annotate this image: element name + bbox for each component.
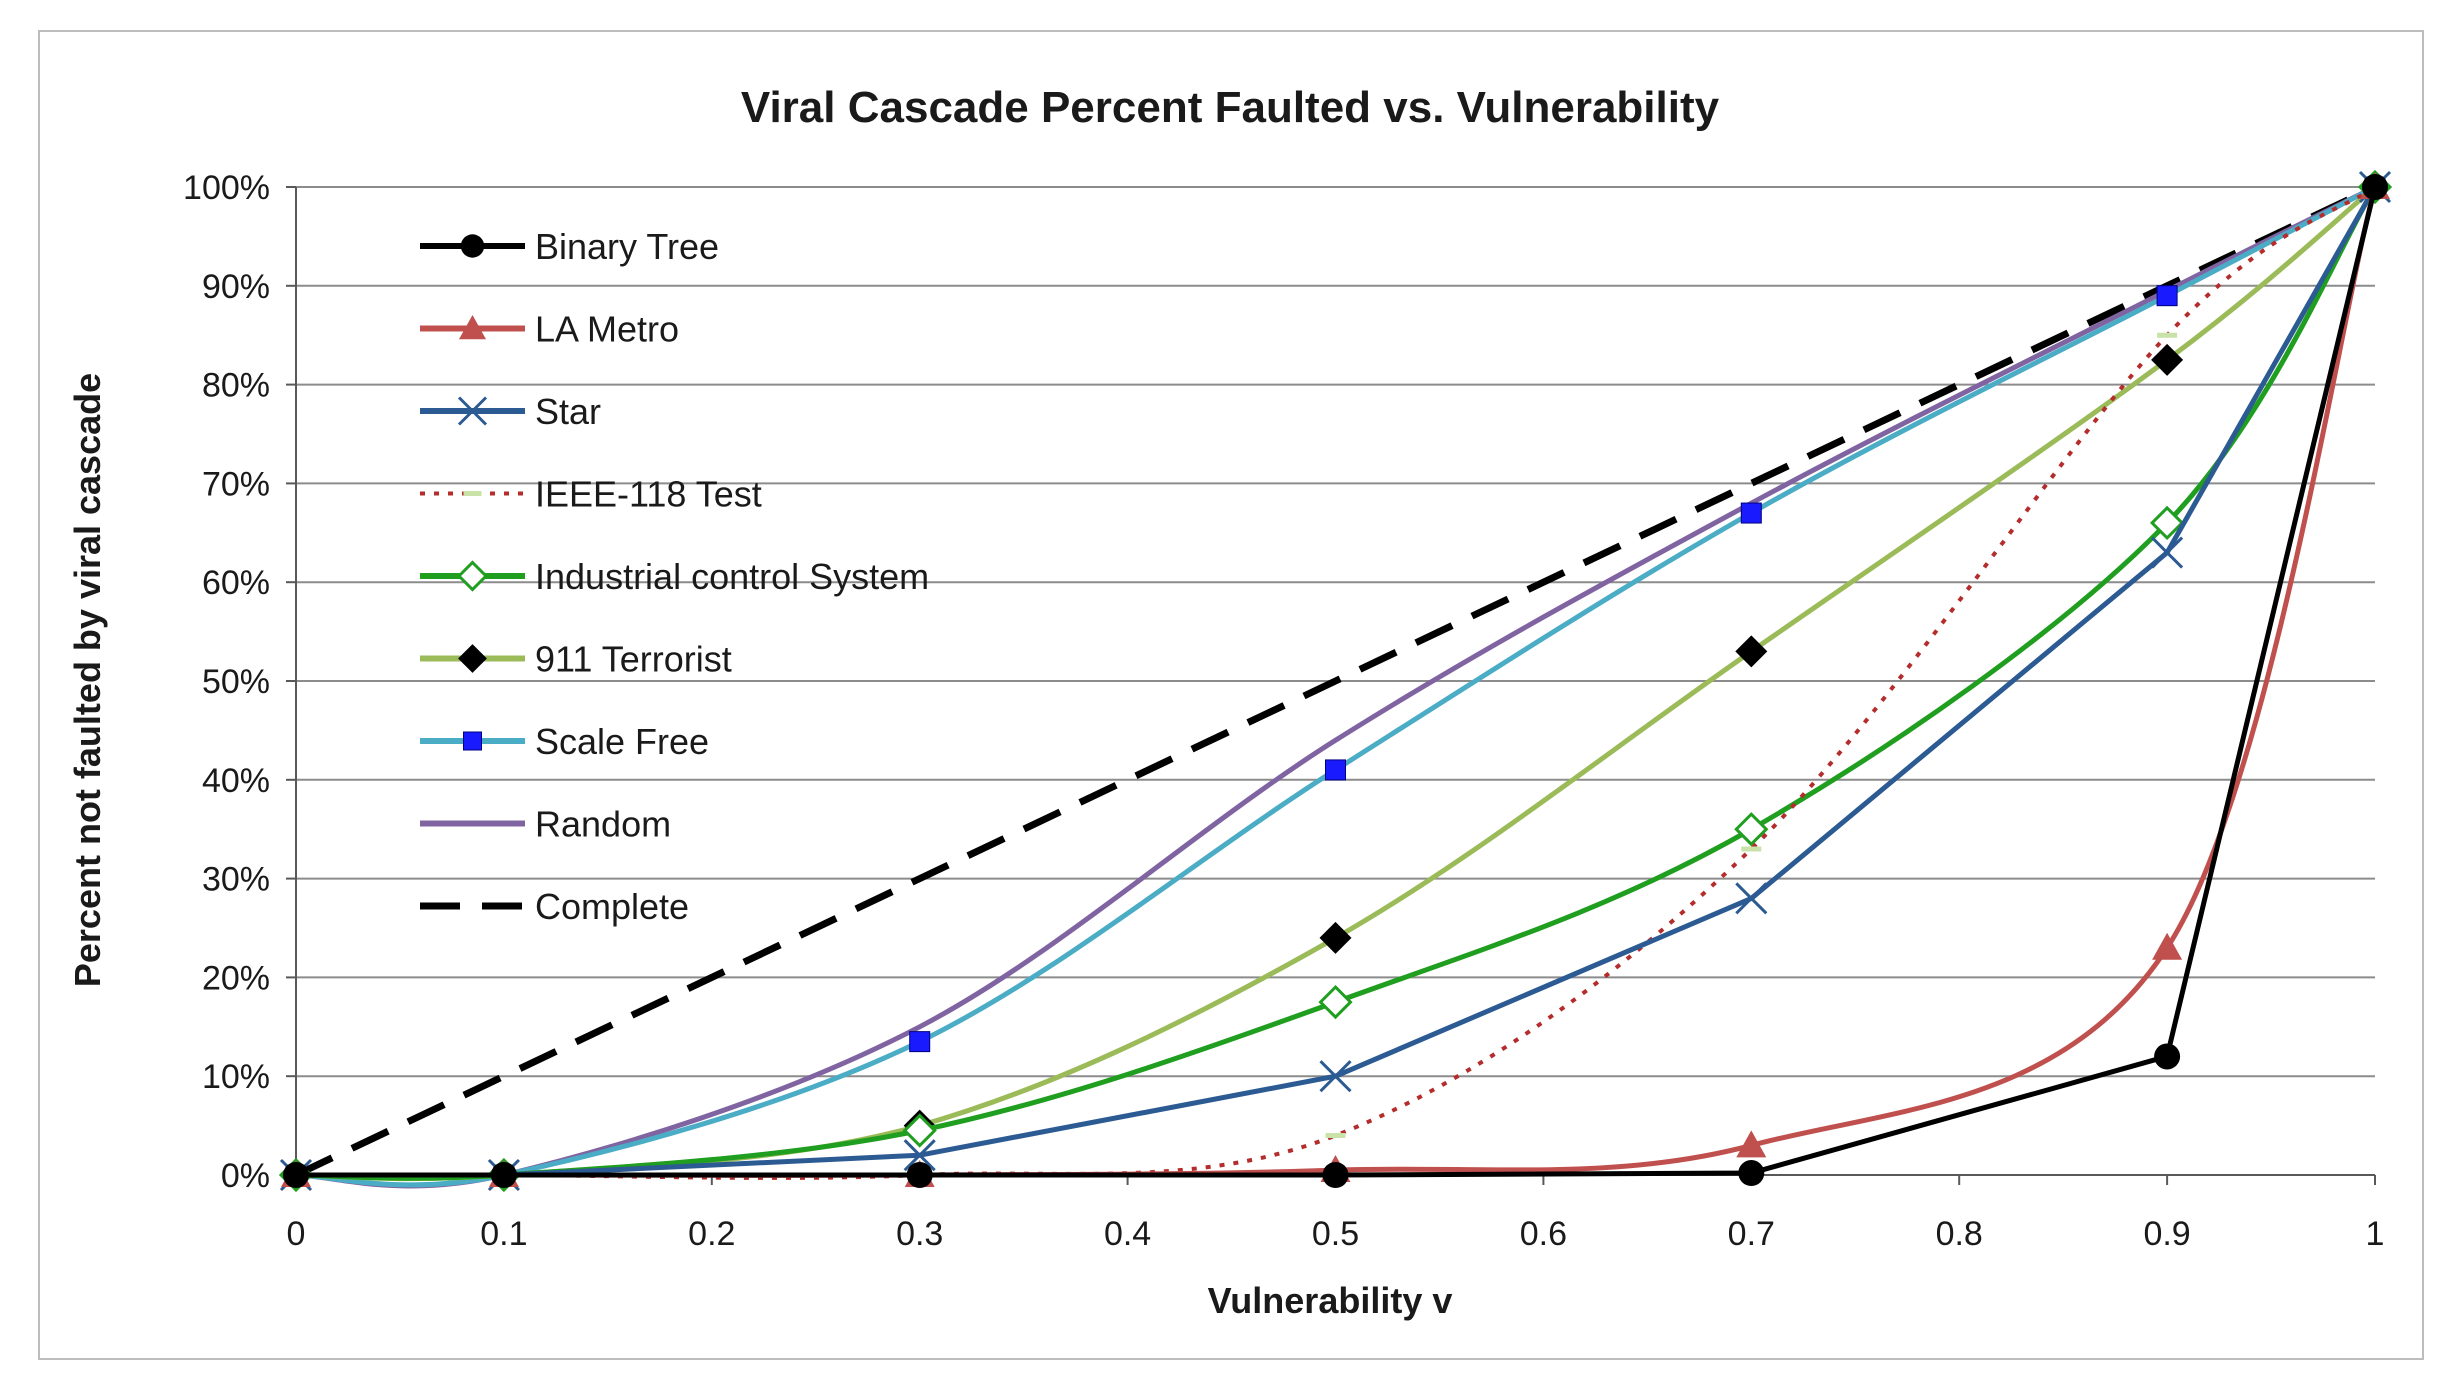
x-tick-label-0-6: 0.6 [1520, 1215, 1567, 1253]
point-scale-free-5 [2156, 285, 2178, 307]
point-scale-free-2 [909, 1031, 931, 1053]
y-tick-label-20: 20% [202, 959, 270, 997]
point-911-terrorist-3 [1319, 921, 1352, 954]
y-axis-label: Percent not faulted by viral cascade [67, 373, 108, 987]
point-binary-tree-6 [2362, 174, 2388, 200]
point-binary-tree-0 [283, 1162, 309, 1188]
point-industrial-control-system-5 [2149, 505, 2185, 541]
point-star-3-stroke-b [1319, 1060, 1352, 1093]
chart-title: Viral Cascade Percent Faulted vs. Vulner… [741, 83, 1720, 132]
legend-entry-scale-free: Scale Free [420, 721, 709, 762]
x-axis-label: Vulnerability v [1208, 1280, 1453, 1321]
point-scale-free-3 [1325, 759, 1346, 781]
legend-label-complete: Complete [535, 886, 689, 927]
x-tick-label-0-1: 0.1 [480, 1215, 527, 1253]
legend-entry-star: Star [420, 391, 601, 432]
legend-label-binary-tree: Binary Tree [535, 226, 719, 267]
legend-label-random: Random [535, 804, 671, 845]
legend-label-star: Star [535, 391, 601, 432]
point-industrial-control-system-2 [902, 1113, 937, 1148]
point-industrial-control-system-3 [1318, 984, 1353, 1020]
point-911-terrorist-4 [1735, 635, 1768, 668]
legend-entry-complete: Complete [420, 886, 689, 927]
point-binary-tree-1 [490, 1162, 517, 1188]
y-tick-label-10: 10% [202, 1058, 270, 1096]
point-industrial-control-system-4 [1734, 812, 1769, 847]
y-tick-label-0: 0% [221, 1157, 270, 1195]
chart-frame [38, 30, 2424, 1360]
legend-marker-star [457, 396, 488, 426]
y-tick-label-60: 60% [202, 564, 270, 602]
legend-marker-911-terrorist [458, 644, 487, 673]
legend-entry-ieee-118-test: IEEE-118 Test [420, 474, 762, 515]
x-tick-label-0: 0 [287, 1215, 306, 1253]
gridlines [296, 186, 2375, 1078]
x-tick-label-0-8: 0.8 [1936, 1215, 1983, 1253]
y-tick-label-80: 80% [202, 367, 270, 405]
point-star-5-stroke-b [2151, 536, 2184, 569]
y-tick-label-90: 90% [202, 268, 270, 306]
x-tick-label-0-7: 0.7 [1728, 1215, 1775, 1253]
x-tick-label-0-4: 0.4 [1104, 1215, 1151, 1253]
legend-label-scale-free: Scale Free [535, 721, 709, 762]
legend-marker-industrial-control-system [456, 560, 489, 592]
point-la-metro-4 [1736, 1130, 1767, 1158]
legend-label-911-terrorist: 911 Terrorist [535, 639, 732, 680]
point-star-2 [903, 1139, 936, 1172]
y-tick-label-70: 70% [202, 465, 270, 503]
point-la-metro-5 [2152, 932, 2183, 960]
series-lines [278, 169, 2393, 1193]
point-star-4 [1735, 882, 1768, 915]
legend-entry-911-terrorist: 911 Terrorist [420, 639, 732, 680]
point-star-5 [2151, 536, 2184, 569]
point-binary-tree-2 [906, 1162, 933, 1188]
y-tick-label-30: 30% [202, 861, 270, 899]
point-scale-free-4 [1740, 502, 1762, 524]
point-911-terrorist-5 [2151, 343, 2184, 376]
point-star-2-stroke-b [903, 1139, 936, 1172]
legend-marker-star-stroke-b [457, 396, 488, 426]
point-star-4-stroke-b [1735, 882, 1768, 915]
point-binary-tree-5 [2154, 1043, 2181, 1070]
x-tick-label-0-2: 0.2 [688, 1215, 735, 1253]
legend-entry-la-metro: LA Metro [420, 309, 679, 350]
legend-entry-binary-tree: Binary Tree [420, 226, 719, 267]
legend-label-la-metro: LA Metro [535, 309, 679, 350]
legend-marker-la-metro [459, 315, 486, 340]
legend-entry-industrial-control-system: Industrial control System [420, 556, 929, 597]
legend-entry-random: Random [420, 804, 671, 845]
legend: Binary Tree LA Metro Star IEEE-118 Test Ind… [420, 226, 929, 927]
x-tick-label-0-5: 0.5 [1312, 1215, 1359, 1253]
x-tick-label-0-9: 0.9 [2143, 1215, 2190, 1253]
y-tick-label-100: 100% [183, 169, 270, 207]
y-tick-label-40: 40% [202, 762, 270, 800]
point-star-3 [1319, 1060, 1352, 1093]
legend-marker-binary-tree [460, 234, 485, 258]
series-binary-tree [283, 174, 2388, 1188]
legend-label-industrial-control-system: Industrial control System [535, 556, 929, 597]
legend-label-ieee-118-test: IEEE-118 Test [535, 474, 762, 515]
point-binary-tree-4 [1738, 1160, 1765, 1187]
x-tick-label-1: 1 [2366, 1215, 2385, 1253]
legend-marker-scale-free [463, 731, 482, 751]
x-tick-label-0-3: 0.3 [896, 1215, 943, 1253]
point-binary-tree-3 [1322, 1162, 1349, 1188]
y-tick-label-50: 50% [202, 663, 270, 701]
